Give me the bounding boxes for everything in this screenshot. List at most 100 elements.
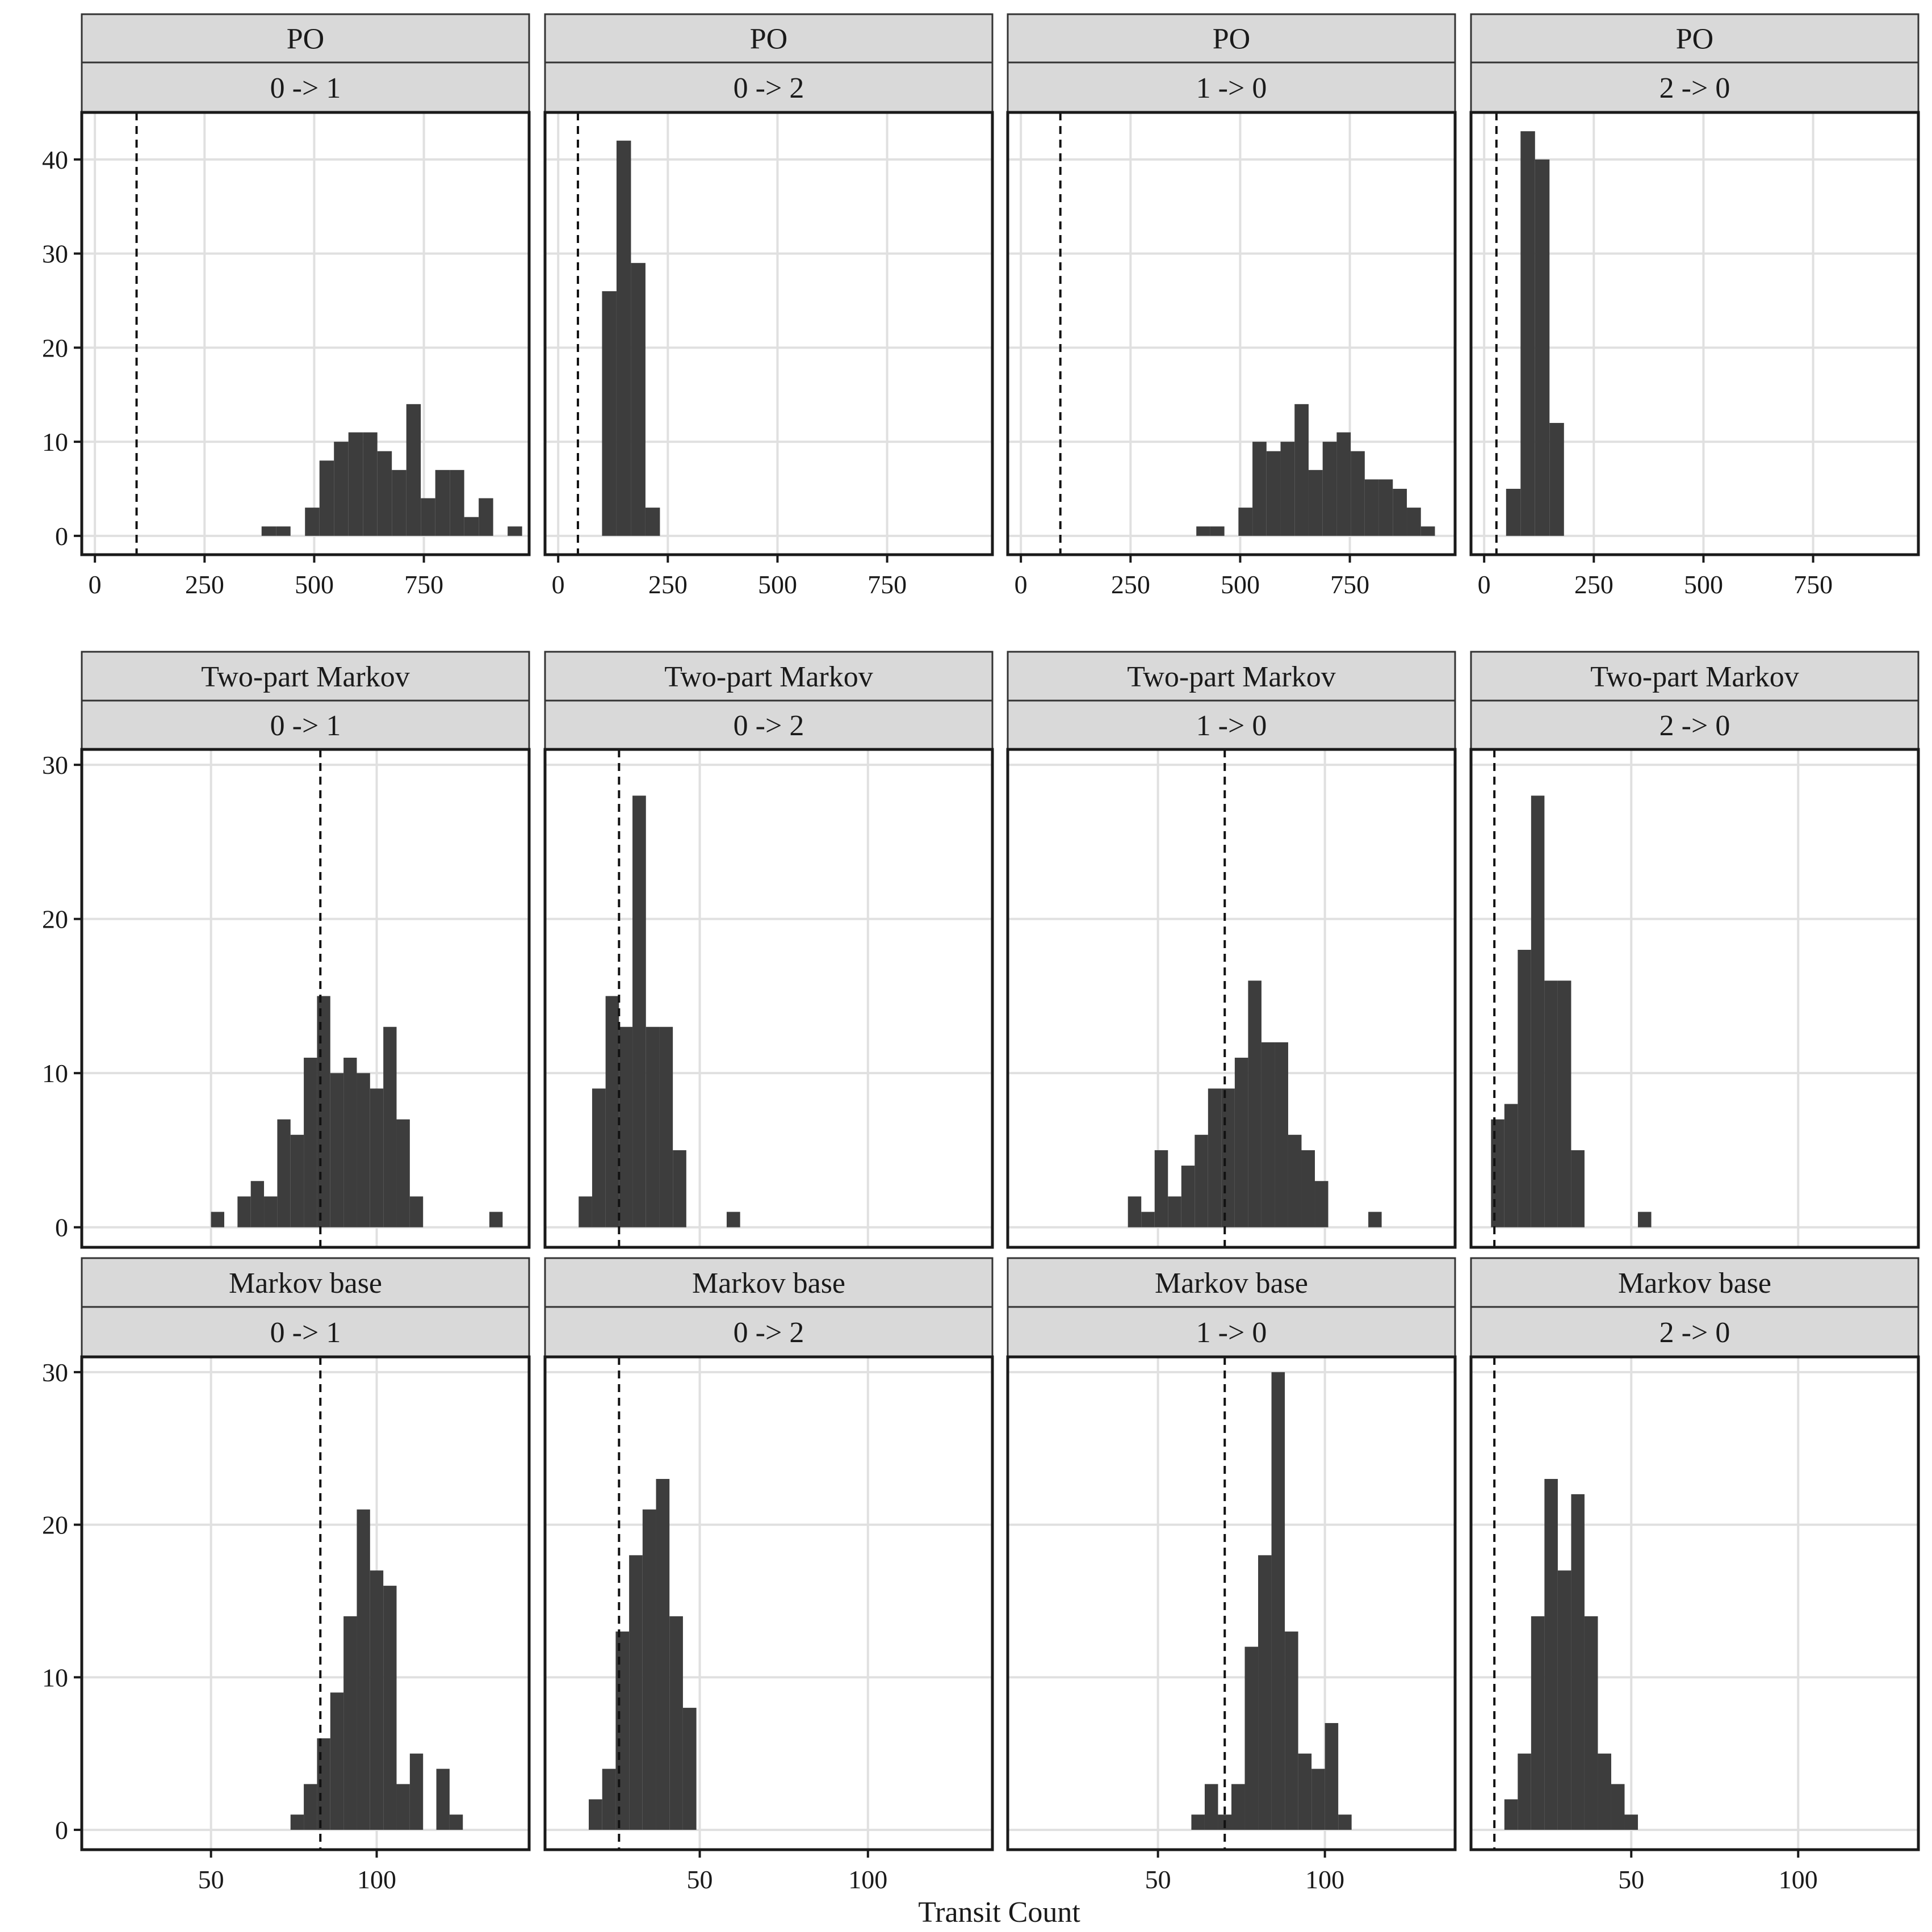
facet-strip-model — [544, 651, 994, 702]
facet-strip-transition — [544, 61, 994, 114]
facet-strip-transition — [544, 1306, 994, 1358]
histogram-bar — [592, 1088, 606, 1227]
histogram-bar — [330, 1073, 344, 1227]
facet-strip-transition — [1007, 61, 1456, 114]
histogram-bar — [211, 1212, 224, 1227]
facet-panel: Two-part Markov 0 -> 1 0 10 20 30 — [42, 651, 531, 1249]
histogram-bar — [1280, 442, 1295, 536]
facet-transition-label: 0 -> 2 — [734, 72, 804, 104]
y-tick-label: 40 — [42, 145, 68, 174]
y-tick-label: 30 — [42, 1358, 68, 1387]
histogram-bar — [1518, 949, 1531, 1227]
histogram-bar — [237, 1196, 251, 1227]
histogram-bar — [479, 498, 493, 536]
histogram-bar — [396, 1119, 410, 1227]
histogram-bar — [370, 1088, 384, 1227]
histogram-bar — [1378, 479, 1393, 536]
histogram-bar — [421, 498, 435, 536]
facet-transition-label: 2 -> 0 — [1659, 1317, 1730, 1349]
x-tick-label: 750 — [404, 570, 443, 599]
facet-panel: Markov base 2 -> 0 50 100 — [1469, 1257, 1920, 1894]
x-tick-label: 250 — [185, 570, 224, 599]
histogram-bar — [1393, 488, 1407, 536]
histogram-bar — [409, 1196, 424, 1227]
histogram-bar — [629, 1555, 643, 1830]
x-tick-label: 100 — [1779, 1865, 1818, 1894]
histogram-bar — [1311, 1768, 1325, 1830]
histogram-bar — [1294, 404, 1309, 536]
x-tick-label: 750 — [1330, 570, 1369, 599]
y-tick-label: 0 — [55, 1213, 68, 1242]
histogram-bar — [319, 460, 334, 536]
histogram-bar — [682, 1708, 697, 1830]
histogram-bar — [1191, 1814, 1205, 1830]
histogram-bar — [646, 1026, 660, 1227]
facet-panel: PO 0 -> 2 0 250 500 750 — [543, 13, 994, 599]
histogram-bar — [1210, 526, 1225, 536]
facet-model-label: Markov base — [692, 1267, 845, 1300]
histogram-bar — [1204, 1784, 1218, 1830]
histogram-bar — [1141, 1212, 1155, 1227]
x-tick-label: 50 — [687, 1865, 713, 1894]
histogram-bar — [489, 1212, 503, 1227]
histogram-bar — [276, 526, 291, 536]
histogram-bar — [1181, 1166, 1195, 1227]
histogram-bar — [1571, 1494, 1585, 1830]
histogram-bar — [1338, 1814, 1352, 1830]
histogram-bar — [616, 140, 631, 536]
facet-strip-transition — [81, 61, 530, 114]
panel-frame — [1006, 1355, 1457, 1851]
facet-strip-model — [1470, 13, 1920, 64]
facet-strip-model — [81, 651, 530, 702]
histogram-bar — [1275, 1042, 1288, 1227]
histogram-bar — [261, 526, 276, 536]
histogram-bar — [317, 1738, 330, 1830]
histogram-bar — [602, 291, 617, 536]
x-tick-label: 500 — [758, 570, 797, 599]
histogram-bar — [343, 1616, 357, 1830]
histogram-bar — [392, 470, 406, 536]
histogram-bar — [317, 996, 330, 1227]
facet-transition-label: 0 -> 2 — [734, 1317, 804, 1349]
histogram-bar — [1322, 442, 1337, 536]
facet-strip-transition — [1007, 1306, 1456, 1358]
x-tick-label: 0 — [1478, 570, 1491, 599]
histogram-bar — [348, 432, 363, 536]
facet-panel: Markov base 1 -> 0 50 100 — [1006, 1257, 1457, 1894]
histogram-bar — [464, 517, 479, 536]
facet-strip-transition — [81, 1306, 530, 1358]
histogram-bar — [435, 470, 450, 536]
histogram-bar — [1258, 1555, 1272, 1830]
histogram-bar — [1491, 1119, 1504, 1227]
histogram-bar — [1420, 526, 1435, 536]
facet-transition-label: 1 -> 0 — [1196, 1317, 1267, 1349]
histogram-bar — [383, 1026, 397, 1227]
histogram-bar — [1571, 1150, 1585, 1227]
facet-panel: PO 0 -> 1 0 10 20 30 40 0 250 500 750 — [42, 13, 531, 599]
x-tick-label: 50 — [1145, 1865, 1171, 1894]
histogram-bar — [1244, 1646, 1259, 1830]
x-tick-label: 250 — [648, 570, 688, 599]
histogram-bar — [1535, 159, 1550, 536]
histogram-bar — [589, 1799, 602, 1830]
panel-frame — [80, 111, 531, 556]
histogram-bar — [1231, 1784, 1245, 1830]
facet-model-label: PO — [1676, 23, 1713, 56]
x-axis-title: Transit Count — [918, 1896, 1080, 1929]
histogram-bar — [631, 263, 646, 536]
histogram-bar — [1364, 479, 1379, 536]
facet-transition-label: 0 -> 1 — [270, 1317, 341, 1349]
histogram-bar — [304, 1784, 317, 1830]
x-tick-label: 250 — [1574, 570, 1614, 599]
facet-transition-label: 2 -> 0 — [1659, 710, 1730, 742]
histogram-bar — [450, 470, 464, 536]
x-tick-label: 50 — [198, 1865, 224, 1894]
facet-transition-label: 0 -> 1 — [270, 710, 341, 742]
facet-strip-model — [1007, 1257, 1456, 1308]
histogram-bar — [1308, 470, 1323, 536]
panel-frame — [80, 748, 531, 1249]
y-tick-label: 10 — [42, 1059, 68, 1088]
histogram-bar — [1557, 980, 1571, 1227]
x-tick-label: 750 — [1793, 570, 1833, 599]
